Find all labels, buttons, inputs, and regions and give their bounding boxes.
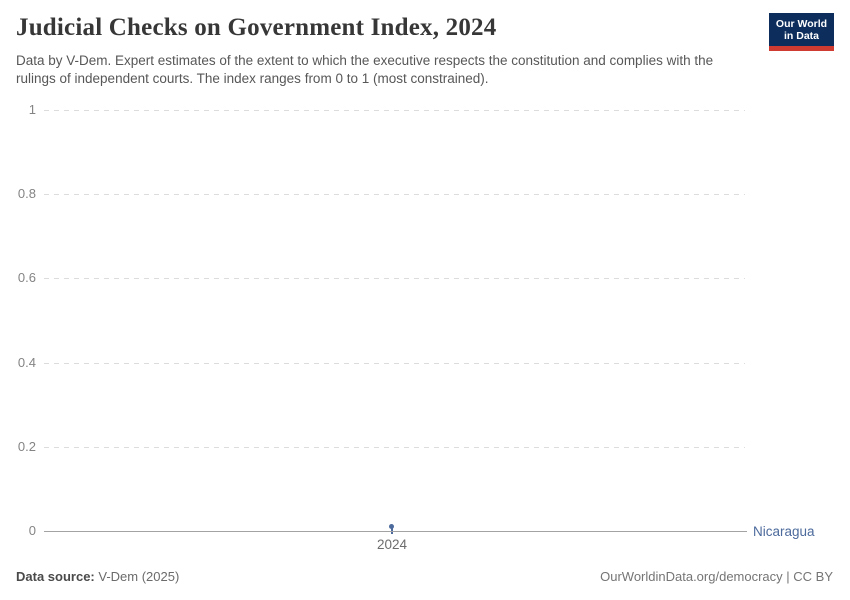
credit-link[interactable]: OurWorldinData.org/democracy | CC BY <box>600 569 833 584</box>
gridline <box>44 362 745 364</box>
data-point-marker[interactable] <box>389 524 395 530</box>
data-point-stem <box>390 526 393 534</box>
owid-logo: Our World in Data <box>769 13 834 51</box>
x-tick-label: 2024 <box>376 537 407 552</box>
series-label[interactable]: Nicaragua <box>753 523 815 539</box>
data-source-note: Data source: V-Dem (2025) <box>16 569 179 584</box>
y-tick-label: 0.2 <box>17 438 36 454</box>
owid-logo-line1: Our World <box>775 17 828 30</box>
y-tick-label: 0.8 <box>17 186 36 202</box>
chart-subtitle: Data by V-Dem. Expert estimates of the e… <box>16 53 714 86</box>
y-tick-label: 0.4 <box>17 354 36 370</box>
gridline <box>44 194 745 196</box>
data-source-label: Data source: <box>16 569 95 584</box>
gridline <box>44 110 745 111</box>
x-axis-line <box>44 531 747 532</box>
y-tick-label: 0 <box>28 523 36 538</box>
y-tick-label: 1 <box>28 102 36 117</box>
data-source-value: V-Dem (2025) <box>94 569 180 584</box>
chart-title: Judicial Checks on Government Index, 202… <box>16 14 497 41</box>
owid-logo-line2: in Data <box>783 29 819 42</box>
y-axis: 0 0.2 0.4 0.6 0.8 1 <box>0 102 36 538</box>
owid-logo-accent-bar <box>769 46 834 51</box>
owid-logo-text: Our World in Data <box>769 13 834 46</box>
gridline <box>44 278 745 280</box>
y-tick-label: 0.6 <box>17 270 36 286</box>
gridline <box>44 446 745 448</box>
plot-area: 2024 Nicaragua <box>44 110 815 552</box>
